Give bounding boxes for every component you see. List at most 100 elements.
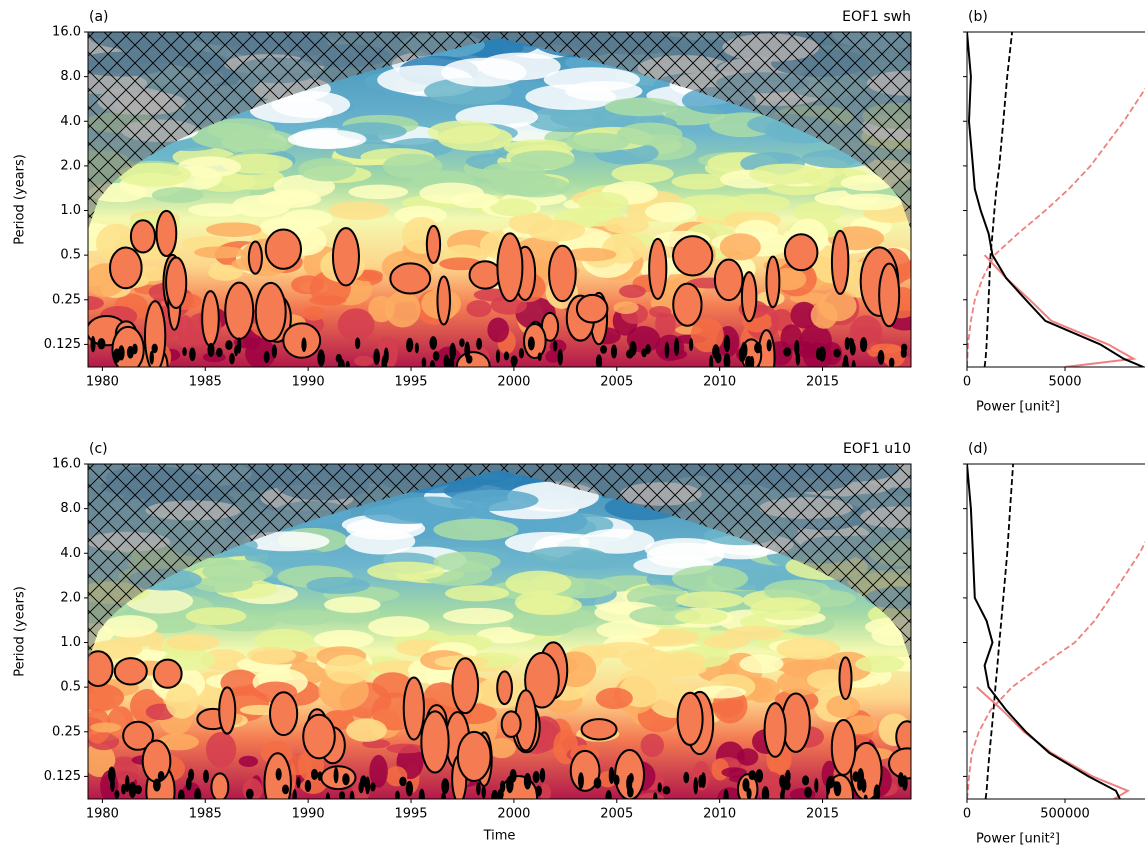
y-tick-label: 4.0 <box>60 546 81 561</box>
significance-contour <box>844 337 850 350</box>
significance-contour <box>245 788 254 799</box>
wavelet-blob <box>595 687 633 710</box>
wavelet-blob <box>826 695 860 719</box>
wavelet-blob <box>739 654 784 674</box>
significance-contour <box>152 658 183 689</box>
wavelet-blob <box>206 222 262 237</box>
x-tick-label: 1995 <box>394 375 427 390</box>
wavelet-blob <box>346 718 387 742</box>
wavelet-blob <box>384 291 421 328</box>
x-tick-label: 1995 <box>394 807 427 822</box>
significance-contour <box>165 256 188 310</box>
x-axis-label: Power [unit²] <box>976 832 1060 847</box>
significance-contour <box>90 335 96 353</box>
wavelet-blob <box>644 201 696 222</box>
significance-contour <box>723 789 729 799</box>
significance-contour <box>524 651 560 709</box>
significance-contour <box>657 782 662 793</box>
panel-label: (a) <box>89 9 109 25</box>
wavelet-blob <box>118 162 192 187</box>
wavelet-blob <box>671 173 730 190</box>
y-tick-label: 16.0 <box>52 25 81 40</box>
wavelet-blob <box>394 205 447 225</box>
wavelet-blob <box>510 150 575 170</box>
significance-contour <box>354 337 361 350</box>
x-tick-label: 2010 <box>703 375 736 390</box>
wavelet-blob <box>524 546 610 570</box>
wavelet-blob <box>566 132 630 153</box>
significance-contour <box>693 777 699 795</box>
significance-contour <box>109 246 143 290</box>
power-line <box>967 87 1145 367</box>
significance-contour <box>713 258 744 302</box>
significance-contour <box>495 349 501 364</box>
significance-contour <box>302 713 336 760</box>
x-tick-label: 2000 <box>497 375 530 390</box>
significance-contour <box>441 792 447 799</box>
wavelet-blob <box>287 129 367 149</box>
wavelet-blob <box>231 194 291 218</box>
wavelet-blob <box>443 607 514 625</box>
y-tick-label: 0.125 <box>44 337 81 352</box>
significance-contour <box>425 224 442 264</box>
significance-contour <box>766 339 772 352</box>
x-tick-label: 0 <box>963 807 971 822</box>
x-tick-label: 1990 <box>292 807 325 822</box>
axes-frame <box>87 463 912 800</box>
significance-contour <box>268 691 299 737</box>
significance-contour <box>878 262 901 328</box>
significance-contour <box>780 790 785 799</box>
significance-contour <box>468 260 502 290</box>
significance-contour <box>345 360 350 367</box>
significance-contour <box>672 235 714 277</box>
significance-contour <box>830 719 857 776</box>
wavelet-blob <box>810 302 838 329</box>
wavelet-blob <box>337 308 375 342</box>
wavelet-blob <box>271 91 351 119</box>
significance-contour <box>740 271 758 323</box>
significance-contour <box>476 781 481 796</box>
significance-contour <box>337 358 345 367</box>
significance-contour <box>218 686 237 735</box>
significance-contour <box>395 790 400 799</box>
significance-contour <box>203 769 209 783</box>
significance-contour <box>157 771 165 781</box>
significance-contour <box>779 774 786 789</box>
significance-contour <box>360 775 367 788</box>
x-tick-label: 2015 <box>806 375 839 390</box>
significance-contour <box>317 771 323 781</box>
y-tick-label: 2.0 <box>60 590 81 605</box>
significance-contour <box>613 774 620 786</box>
significance-contour <box>310 768 319 780</box>
wavelet-blob <box>672 565 749 592</box>
wavelet-blob <box>367 561 445 581</box>
significance-contour <box>414 342 419 354</box>
power-line <box>967 464 1121 799</box>
significance-contour <box>97 338 106 350</box>
wavelet-blob <box>721 767 747 778</box>
x-tick-label: 1980 <box>86 375 119 390</box>
significance-contour <box>857 778 863 791</box>
significance-contour <box>247 240 263 275</box>
significance-contour <box>88 650 114 688</box>
panel-title: EOF1 u10 <box>843 441 911 457</box>
significance-contour <box>641 348 647 358</box>
wavelet-blob <box>427 120 500 144</box>
significance-contour <box>833 781 839 795</box>
significance-contour <box>888 357 895 367</box>
wavelet-blob <box>185 607 247 626</box>
significance-contour <box>399 776 407 787</box>
significance-contour <box>155 209 178 258</box>
significance-contour <box>194 788 202 799</box>
significance-contour <box>575 293 609 324</box>
significance-contour <box>420 710 450 774</box>
x-axis-label: Time <box>483 829 516 844</box>
wavelet-blob <box>790 301 818 329</box>
wavelet-blob <box>545 350 562 363</box>
significance-contour <box>207 342 215 358</box>
significance-contour <box>755 769 764 783</box>
significance-contour <box>456 730 492 783</box>
significance-contour <box>783 347 792 357</box>
cone-of-influence-hatch <box>88 464 911 799</box>
x-tick-label: 1985 <box>189 807 222 822</box>
